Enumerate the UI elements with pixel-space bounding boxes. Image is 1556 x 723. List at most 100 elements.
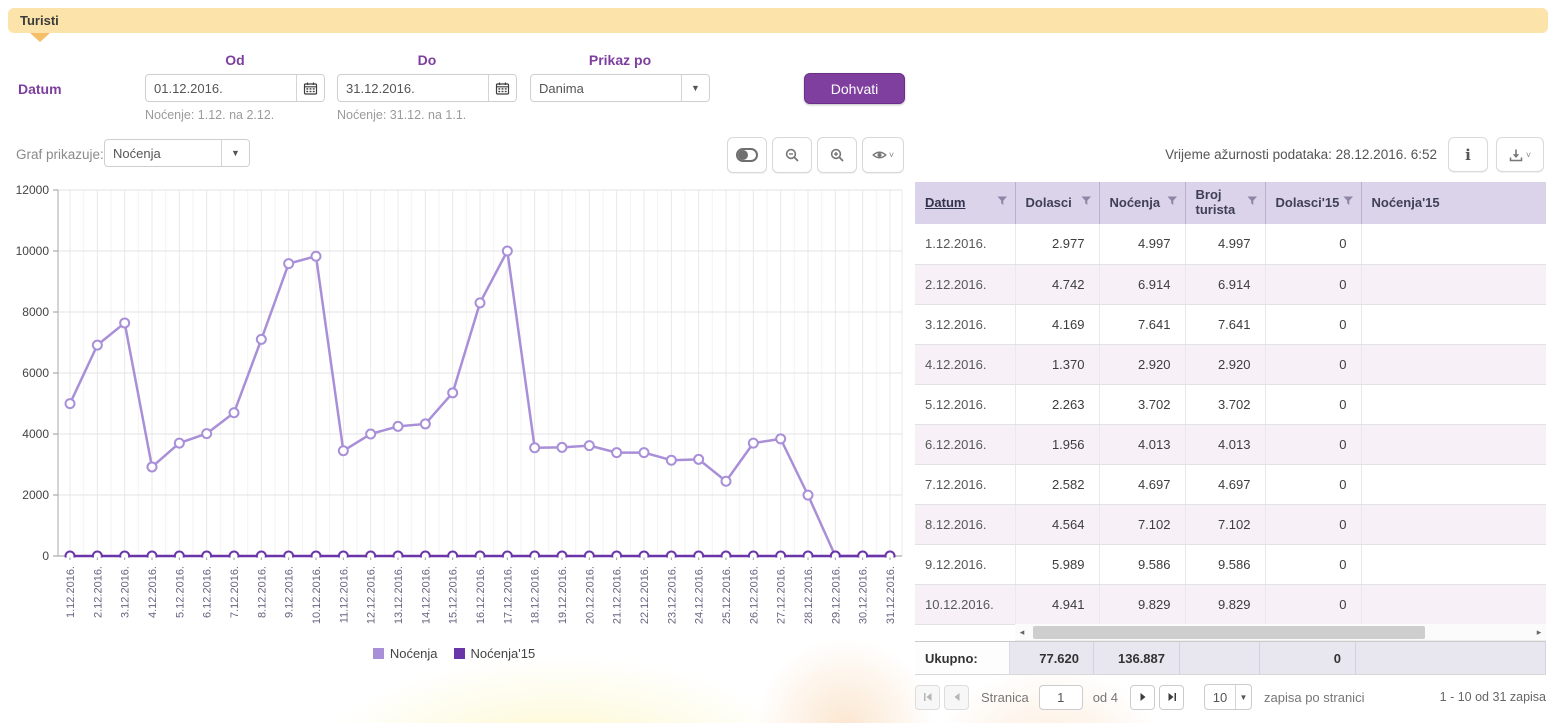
page-number-input[interactable] — [1039, 685, 1083, 710]
cell-value: 1.370 — [1015, 344, 1099, 384]
svg-text:4000: 4000 — [22, 427, 49, 441]
od-note: Noćenje: 1.12. na 2.12. — [145, 108, 274, 122]
first-page-button[interactable] — [915, 685, 940, 710]
cell-value: 4.941 — [1015, 584, 1099, 624]
table-row[interactable]: 5.12.2016.2.2633.7023.7020 — [915, 384, 1546, 424]
svg-text:27.12.2016.: 27.12.2016. — [776, 566, 788, 624]
svg-text:15.12.2016.: 15.12.2016. — [448, 566, 460, 624]
tab-pointer-triangle — [30, 33, 50, 42]
scroll-right-icon[interactable]: ▸ — [1532, 627, 1546, 638]
zoom-out-button[interactable] — [772, 137, 812, 173]
svg-text:9.12.2016.: 9.12.2016. — [284, 566, 296, 618]
chevron-down-icon: ▼ — [1235, 685, 1251, 709]
svg-text:23.12.2016.: 23.12.2016. — [666, 566, 678, 624]
download-icon — [1509, 148, 1523, 162]
column-header-dolasci-15[interactable]: Dolasci'15 — [1265, 182, 1361, 224]
next-page-button[interactable] — [1130, 685, 1155, 710]
horizontal-scrollbar[interactable]: ◂ ▸ — [1015, 624, 1546, 641]
legend-item[interactable]: Noćenja'15 — [454, 646, 536, 661]
cell-value: 4.697 — [1185, 464, 1265, 504]
scroll-left-icon[interactable]: ◂ — [1015, 627, 1029, 638]
filter-icon[interactable] — [1167, 196, 1178, 206]
toggle-button[interactable] — [727, 137, 767, 173]
info-button[interactable]: i — [1448, 137, 1488, 172]
pagination-bar: Stranica od 4 10 ▼ zapisa po stranici 1 … — [915, 682, 1546, 712]
column-header-datum[interactable]: Datum — [915, 182, 1015, 224]
cell-value: 0 — [1265, 544, 1361, 584]
cell-value — [1361, 424, 1546, 464]
dohvati-button[interactable]: Dohvati — [804, 73, 905, 104]
nocenja-line-chart[interactable]: 0200040006000800010000120001.12.2016.2.1… — [0, 182, 908, 644]
svg-text:8000: 8000 — [22, 305, 49, 319]
tab-turisti[interactable]: Turisti — [8, 13, 59, 28]
table-panel: Vrijeme ažurnosti podataka: 28.12.2016. … — [915, 136, 1546, 716]
footer-total-value: 136.887 — [1094, 642, 1180, 674]
cell-date: 4.12.2016. — [915, 344, 1015, 384]
svg-text:7.12.2016.: 7.12.2016. — [229, 566, 241, 618]
data-table: DatumDolasciNoćenjaBroj turistaDolasci'1… — [915, 182, 1546, 625]
table-row[interactable]: 4.12.2016.1.3702.9202.9200 — [915, 344, 1546, 384]
table-row[interactable]: 1.12.2016.2.9774.9974.9970 — [915, 224, 1546, 264]
svg-text:24.12.2016.: 24.12.2016. — [694, 566, 706, 624]
scrollbar-track[interactable] — [1029, 626, 1532, 639]
last-page-button[interactable] — [1159, 685, 1184, 710]
cell-value: 4.013 — [1099, 424, 1185, 464]
svg-text:1.12.2016.: 1.12.2016. — [65, 566, 77, 618]
cell-value: 7.102 — [1185, 504, 1265, 544]
page-size-select[interactable]: 10 ▼ — [1204, 684, 1252, 710]
zoom-in-button[interactable] — [817, 137, 857, 173]
cell-value: 4.742 — [1015, 264, 1099, 304]
column-header-no-enja[interactable]: Noćenja — [1099, 182, 1185, 224]
svg-text:14.12.2016.: 14.12.2016. — [420, 566, 432, 624]
filter-icon[interactable] — [1081, 196, 1092, 206]
chart-legend: Noćenja Noćenja'15 — [0, 646, 908, 661]
chevron-down-icon[interactable]: ▼ — [221, 140, 249, 166]
ukupno-label: Ukupno: — [915, 642, 1010, 674]
calendar-icon[interactable] — [488, 75, 516, 101]
cell-date: 2.12.2016. — [915, 264, 1015, 304]
cell-value: 4.997 — [1185, 224, 1265, 264]
cell-value: 0 — [1265, 304, 1361, 344]
page-size-label: zapisa po stranici — [1264, 690, 1364, 705]
prikaz-po-select[interactable]: Danima ▼ — [530, 74, 710, 102]
table-row[interactable]: 3.12.2016.4.1697.6417.6410 — [915, 304, 1546, 344]
zoom-in-icon — [830, 148, 845, 163]
date-from-value[interactable]: 01.12.2016. — [146, 81, 296, 96]
download-button[interactable]: ˅ — [1496, 137, 1544, 172]
svg-text:16.12.2016.: 16.12.2016. — [475, 566, 487, 624]
column-header-no-enja-15[interactable]: Noćenja'15 — [1361, 182, 1546, 224]
cell-value: 2.920 — [1099, 344, 1185, 384]
table-row[interactable]: 8.12.2016.4.5647.1027.1020 — [915, 504, 1546, 544]
eye-icon — [872, 149, 887, 161]
cell-value: 0 — [1265, 264, 1361, 304]
cell-value: 4.169 — [1015, 304, 1099, 344]
table-row[interactable]: 9.12.2016.5.9899.5869.5860 — [915, 544, 1546, 584]
filter-icon[interactable] — [1343, 196, 1354, 206]
cell-date: 1.12.2016. — [915, 224, 1015, 264]
filter-icon[interactable] — [997, 196, 1008, 206]
cell-value: 0 — [1265, 224, 1361, 264]
date-from-field[interactable]: 01.12.2016. — [145, 74, 325, 102]
graf-series-select[interactable]: Noćenja ▼ — [104, 139, 250, 167]
table-row[interactable]: 2.12.2016.4.7426.9146.9140 — [915, 264, 1546, 304]
scrollbar-thumb[interactable] — [1033, 626, 1425, 639]
chevron-down-icon[interactable]: ▼ — [681, 75, 709, 101]
cell-value: 3.702 — [1099, 384, 1185, 424]
calendar-icon[interactable] — [296, 75, 324, 101]
table-row[interactable]: 7.12.2016.2.5824.6974.6970 — [915, 464, 1546, 504]
filter-icon[interactable] — [1247, 196, 1258, 206]
previous-page-button[interactable] — [944, 685, 969, 710]
cell-value — [1361, 584, 1546, 624]
cell-value: 4.564 — [1015, 504, 1099, 544]
date-to-field[interactable]: 31.12.2016. — [337, 74, 517, 102]
date-to-value[interactable]: 31.12.2016. — [338, 81, 488, 96]
svg-text:26.12.2016.: 26.12.2016. — [748, 566, 760, 624]
table-row[interactable]: 6.12.2016.1.9564.0134.0130 — [915, 424, 1546, 464]
table-row[interactable]: 10.12.2016.4.9419.8299.8290 — [915, 584, 1546, 624]
column-header-dolasci[interactable]: Dolasci — [1015, 182, 1099, 224]
svg-text:11.12.2016.: 11.12.2016. — [338, 566, 350, 623]
series-visibility-button[interactable]: ˅ — [862, 137, 904, 173]
svg-text:2.12.2016.: 2.12.2016. — [92, 566, 104, 618]
legend-item[interactable]: Noćenja — [373, 646, 438, 661]
column-header-broj-turista[interactable]: Broj turista — [1185, 182, 1265, 224]
